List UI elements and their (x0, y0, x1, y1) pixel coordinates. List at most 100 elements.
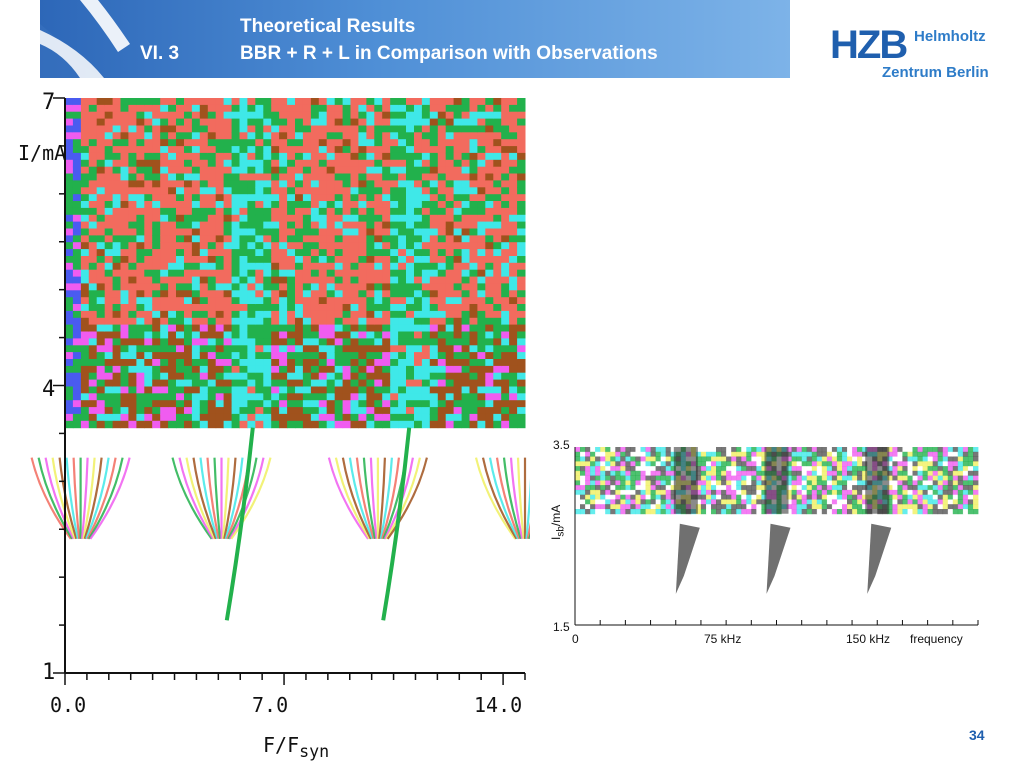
main-heatmap-cell (279, 201, 288, 209)
main-heatmap-cell (302, 146, 312, 154)
inset-heatmap-cell (721, 470, 727, 476)
main-heatmap-cell (112, 207, 121, 216)
inset-heatmap-cell (711, 499, 717, 505)
main-heatmap-cell (326, 393, 336, 401)
inset-heatmap-cell (947, 447, 954, 453)
main-heatmap-cell (128, 338, 137, 346)
main-heatmap-cell (501, 379, 510, 387)
main-heatmap-cell (199, 345, 209, 353)
main-heatmap-cell (223, 345, 232, 353)
inset-heatmap-cell (962, 485, 969, 491)
inset-heatmap-cell (932, 475, 939, 481)
main-heatmap-cell (207, 228, 217, 236)
main-heatmap-cell (128, 276, 137, 284)
main-heatmap-cell (80, 338, 90, 346)
main-heatmap-cell (485, 269, 494, 278)
main-heatmap-cell (112, 166, 121, 175)
main-heatmap-cell (263, 180, 272, 188)
main-heatmap-cell (469, 125, 478, 133)
main-heatmap-cell (509, 201, 518, 209)
main-heatmap-cell (398, 304, 407, 312)
inset-heatmap-cell (580, 509, 586, 515)
main-heatmap-cell (326, 413, 336, 422)
main-heatmap-cell (72, 214, 82, 223)
main-heatmap-cell (255, 173, 264, 181)
main-heatmap-cell (390, 187, 399, 195)
main-heatmap-cell (429, 379, 439, 387)
main-heatmap-cell (295, 393, 304, 401)
main-heatmap-cell (65, 365, 74, 374)
inset-heatmap-cell (580, 475, 586, 481)
inset-heatmap-cell (761, 499, 767, 505)
inset-heatmap-cell (731, 451, 737, 457)
main-heatmap-cell (421, 98, 431, 106)
main-heatmap-cell (184, 104, 193, 113)
main-heatmap-cell (176, 359, 185, 367)
main-heatmap-cell (104, 132, 114, 140)
main-heatmap-cell (453, 331, 462, 339)
main-heatmap-cell (445, 249, 455, 257)
main-heatmap-cell (461, 365, 470, 374)
inset-heatmap-cell (962, 504, 969, 510)
main-heatmap-cell (160, 207, 169, 216)
main-heatmap-cell (366, 228, 375, 236)
main-heatmap-cell (65, 118, 74, 126)
main-heatmap-cell (239, 249, 248, 257)
inset-heatmap-cell (806, 504, 813, 510)
main-heatmap-cell (263, 249, 272, 257)
main-heatmap-cell (176, 98, 185, 106)
main-heatmap-cell (382, 173, 391, 181)
main-heatmap-cell (414, 235, 423, 243)
inset-heatmap-cell (796, 489, 802, 496)
main-heatmap-cell (112, 345, 121, 353)
main-heatmap-cell (342, 317, 351, 326)
inset-heatmap-cell (831, 451, 838, 457)
main-heatmap-cell (199, 262, 209, 271)
main-heatmap-cell (160, 228, 169, 236)
main-heatmap-cell (366, 317, 375, 326)
main-heatmap-cell (485, 214, 494, 223)
main-lobe-stroke (86, 457, 117, 540)
main-heatmap-cell (421, 180, 431, 188)
main-heatmap-cell (104, 187, 114, 195)
main-heatmap-cell (350, 359, 359, 367)
main-lobe-stroke (379, 457, 393, 540)
main-heatmap-cell (501, 386, 510, 394)
main-heatmap-cell (215, 352, 225, 360)
inset-heatmap-cell (796, 451, 802, 457)
main-heatmap-cell (358, 386, 367, 394)
main-heatmap-cell (382, 132, 391, 140)
main-heatmap-cell (168, 352, 177, 360)
main-heatmap-cell (342, 372, 351, 381)
main-heatmap-cell (414, 365, 423, 374)
inset-heatmap-cell (736, 489, 742, 496)
main-heatmap-cell (382, 228, 391, 236)
main-heatmap-cell (96, 283, 106, 291)
inset-heatmap-cell (660, 509, 666, 515)
main-heatmap-cell (255, 166, 264, 175)
main-heatmap-cell (65, 194, 74, 202)
main-heatmap-cell (152, 235, 161, 243)
main-heatmap-cell (485, 359, 494, 367)
main-heatmap-cell (168, 132, 177, 140)
main-heatmap-cell (191, 359, 201, 367)
swoosh-graphic (40, 0, 130, 78)
main-heatmap-cell (104, 310, 114, 319)
main-heatmap-cell (199, 242, 209, 250)
main-heatmap-cell (366, 201, 375, 209)
main-heatmap-cell (207, 256, 217, 264)
main-heatmap-cell (88, 393, 98, 401)
main-heatmap-cell (128, 118, 137, 126)
inset-heatmap-cell (731, 509, 737, 515)
main-heatmap-cell (509, 297, 518, 305)
inset-heatmap-cell (811, 485, 818, 491)
inset-heatmap-cell (726, 470, 732, 476)
main-heatmap-cell (279, 283, 288, 291)
main-heatmap-cell (398, 345, 407, 353)
main-heatmap-cell (374, 269, 383, 278)
main-heatmap-cell (279, 221, 288, 229)
inset-heatmap-cell (711, 504, 717, 510)
inset-heatmap-cell (957, 447, 964, 453)
inset-heatmap-cell (791, 456, 797, 462)
main-heatmap-cell (421, 283, 431, 291)
